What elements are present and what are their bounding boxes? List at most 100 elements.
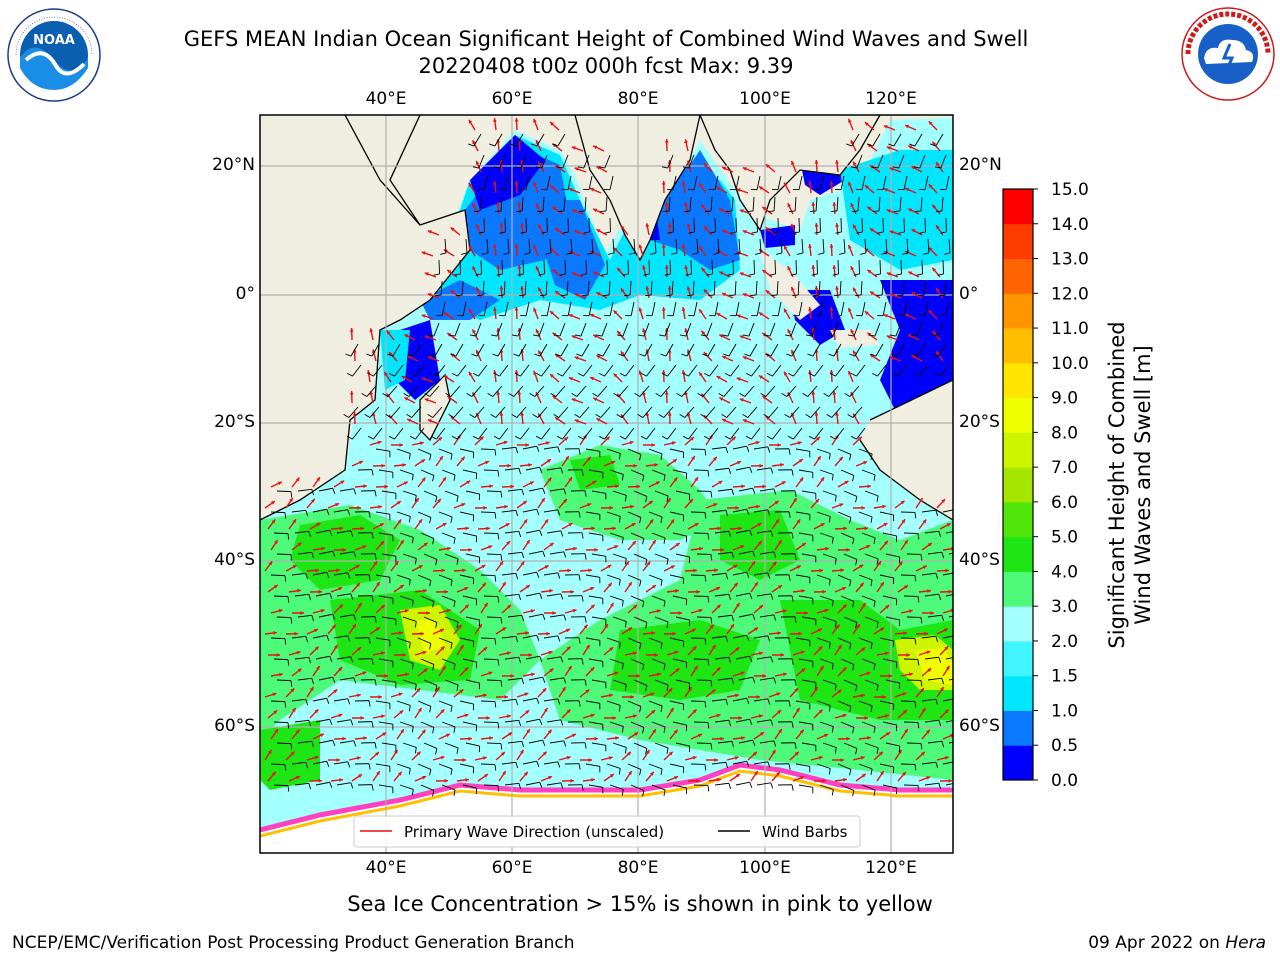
wind-barb: [648, 763, 663, 770]
wind-barb-feather: [941, 615, 945, 622]
wind-barb: [522, 697, 537, 702]
wind-barb: [711, 635, 726, 639]
wave-arrowhead: [422, 650, 427, 655]
wind-barb-feather: [794, 742, 797, 749]
wind-barb: [948, 238, 951, 253]
wave-arrowhead: [722, 292, 727, 297]
wind-barb: [462, 301, 467, 316]
wind-barb: [693, 301, 698, 316]
wave-arrowhead: [645, 749, 650, 754]
wind-barb-feather: [909, 143, 916, 147]
wind-barb: [858, 511, 873, 518]
wind-barb-feather: [794, 679, 797, 686]
wind-barb: [453, 406, 464, 418]
wind-barb-feather: [750, 294, 757, 297]
wind-barb-feather: [592, 393, 599, 397]
wind-barb: [291, 509, 306, 513]
wind-barb: [336, 656, 351, 660]
wind-barb-feather: [451, 372, 458, 377]
wave-arrowhead: [450, 290, 455, 295]
wind-barb-feather: [855, 748, 858, 755]
wind-barb-feather: [350, 782, 354, 789]
wave-arrowhead: [421, 314, 426, 318]
wind-barb: [675, 238, 678, 253]
wave-arrowhead: [273, 584, 278, 589]
wind-barb-feather: [514, 372, 521, 377]
wave-arrowhead: [489, 484, 493, 489]
wind-barb-feather: [618, 353, 625, 357]
wave-arrowhead: [336, 568, 340, 573]
wind-barb: [648, 259, 650, 275]
wind-barb-feather: [920, 554, 923, 561]
wind-barb-feather: [934, 372, 941, 377]
wind-barb: [858, 763, 873, 770]
wave-arrowhead: [884, 540, 888, 545]
wind-barb: [543, 509, 558, 513]
wave-arrowhead: [352, 412, 357, 416]
wind-barb-feather: [704, 575, 707, 582]
wind-barb-feather: [408, 768, 411, 775]
footer-date-text: 09 Apr 2022 on: [1088, 933, 1220, 953]
wave-arrowhead: [338, 604, 343, 609]
wind-barb: [798, 721, 813, 725]
wave-arrowhead: [421, 377, 426, 381]
wind-barb: [840, 721, 855, 728]
wave-arrowhead: [274, 539, 278, 544]
wind-barb-feather: [917, 785, 920, 792]
wind-barb: [822, 742, 837, 748]
wind-barb-feather: [666, 495, 669, 502]
wave-arrowhead: [592, 480, 597, 485]
wind-barb-feather: [500, 617, 503, 624]
wave-arrowhead: [818, 756, 823, 760]
wind-barb-feather: [813, 294, 820, 297]
wind-barb: [480, 637, 496, 640]
wave-arrowhead: [499, 223, 504, 227]
wave-arrowhead: [731, 436, 736, 441]
wind-barb: [942, 761, 953, 765]
wind-barb: [315, 529, 330, 534]
wind-barb: [648, 637, 663, 644]
wind-barb: [795, 259, 797, 275]
wave-arrowhead: [565, 628, 570, 633]
wind-barb-feather: [661, 435, 668, 440]
wind-barb: [461, 280, 464, 296]
wind-barb-feather: [637, 334, 645, 337]
wave-arrowhead: [756, 695, 760, 699]
wind-barb: [612, 679, 627, 685]
wind-barb-feather: [770, 593, 774, 600]
wind-barb-feather: [920, 680, 923, 687]
wave-arrowhead: [403, 481, 408, 486]
wind-barb-feather: [784, 334, 792, 337]
wave-arrowhead: [583, 624, 588, 629]
wind-barb-feather: [371, 784, 374, 791]
wind-barb-feather: [935, 699, 939, 706]
wave-arrowhead: [850, 140, 855, 145]
wind-barb: [948, 741, 953, 744]
wind-barb-feather: [935, 510, 939, 517]
wind-barb-feather: [939, 294, 946, 297]
wave-arrowhead: [814, 223, 819, 227]
wave-arrowhead: [681, 181, 686, 185]
wave-arrowhead: [382, 732, 387, 737]
wind-barb-feather: [739, 393, 746, 397]
wave-arrowhead: [380, 714, 385, 719]
wind-barb: [417, 637, 432, 644]
wind-barb: [536, 133, 545, 147]
wave-arrowhead: [460, 456, 465, 461]
wave-arrowhead: [373, 561, 378, 566]
wave-arrowhead: [703, 163, 708, 168]
wave-arrowhead: [535, 140, 540, 145]
wave-arrowhead: [468, 182, 473, 187]
wind-barb: [882, 532, 897, 537]
wave-arrowhead: [268, 561, 273, 566]
wind-barb-feather: [645, 559, 648, 566]
wind-barb: [522, 634, 537, 639]
wave-arrowhead: [667, 498, 671, 502]
wind-barb-feather: [876, 747, 879, 754]
wind-barb-feather: [500, 491, 503, 498]
wind-barb-feather: [453, 789, 456, 796]
wind-barb: [882, 658, 897, 663]
wave-arrowhead: [607, 564, 612, 569]
wind-barb-feather: [920, 743, 923, 750]
wind-barb: [732, 571, 747, 576]
